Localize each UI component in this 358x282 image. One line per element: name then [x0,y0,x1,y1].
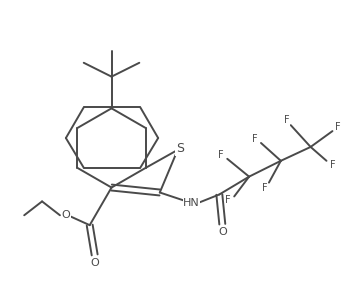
Text: HN: HN [183,198,200,208]
Text: F: F [226,195,231,205]
Text: F: F [262,182,268,193]
Text: O: O [218,227,227,237]
Text: S: S [176,142,184,155]
Text: F: F [218,150,224,160]
Text: F: F [252,134,258,144]
Text: F: F [335,122,340,132]
Text: O: O [62,210,70,220]
Text: F: F [284,115,290,125]
Text: F: F [330,160,335,170]
Text: O: O [90,258,99,268]
